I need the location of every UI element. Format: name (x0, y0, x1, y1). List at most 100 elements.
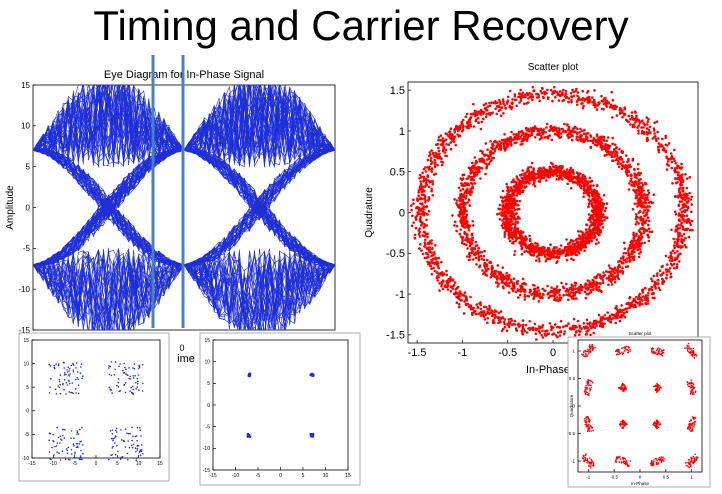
scatter-point (684, 236, 687, 240)
scatter-point (505, 229, 508, 233)
scatter-point (591, 139, 595, 142)
scatter-point (414, 226, 418, 230)
scatter-point (562, 293, 565, 297)
qpsk-noisy-point (77, 378, 79, 381)
scatter-point (524, 172, 527, 175)
scatter-point (533, 322, 537, 326)
scatter-point (519, 324, 522, 327)
scatter-point (509, 204, 513, 208)
scatter-point (571, 327, 575, 331)
qpsk-noisy-point (79, 372, 82, 374)
scatter-point (419, 243, 422, 246)
qpsk-noisy-point (80, 366, 82, 368)
scatter-point (643, 206, 646, 209)
scatter-point (461, 173, 465, 177)
scatter-point (505, 271, 509, 275)
scatter-point (586, 322, 589, 325)
scatter-point (533, 173, 536, 177)
qpsk-noisy-point (68, 368, 71, 370)
scatter-point (499, 108, 502, 112)
scatter-point (579, 184, 583, 188)
scatter-point (532, 248, 536, 251)
scatter-point (670, 228, 673, 232)
scatter-point (624, 170, 628, 174)
scatter-point (654, 285, 657, 289)
qpsk-noisy-point (117, 381, 120, 384)
scatter-point (669, 256, 673, 260)
scatter-point (566, 290, 569, 293)
scatter-point (503, 231, 507, 234)
scatter-point (611, 317, 614, 320)
scatter-point (507, 275, 510, 278)
scatter-point (514, 184, 518, 187)
scatter-point (613, 271, 616, 275)
scatter-point (579, 288, 583, 291)
scatter-point (560, 127, 563, 131)
scatter-point (600, 107, 604, 111)
scatter-point (417, 194, 421, 198)
scatter-point (426, 175, 430, 179)
scatter-point (508, 89, 512, 93)
scatter-ylabel: Quadrature (364, 187, 375, 238)
scatter-point (653, 132, 656, 135)
scatter-point (689, 223, 693, 227)
scatter-point (609, 150, 613, 154)
scatter-point (526, 136, 530, 139)
qpsk-noisy-point (76, 376, 78, 379)
scatter-point (518, 174, 522, 177)
scatter-point (633, 303, 637, 307)
scatter-point (631, 159, 635, 162)
scatter-point (524, 177, 528, 180)
scatter-point (600, 290, 603, 294)
qpsk-noisy-point (72, 443, 75, 446)
scatter-point (629, 258, 632, 262)
scatter-point (665, 277, 668, 280)
scatter-point (459, 189, 462, 192)
qpsk-noisy-point (66, 371, 69, 373)
scatter-point (639, 193, 643, 197)
scatter-point (548, 248, 551, 251)
scatter-point (587, 218, 590, 222)
scatter-point (610, 153, 613, 157)
scatter-point (656, 278, 659, 282)
scatter-point (570, 296, 574, 300)
scatter-point (567, 322, 570, 325)
scatter-point (551, 172, 555, 175)
scatter-point (639, 172, 643, 175)
scatter-point (636, 167, 640, 171)
scatter-point (469, 125, 473, 128)
scatter-point (597, 211, 601, 214)
scatter-point (486, 267, 490, 271)
scatter-point (414, 215, 418, 219)
scatter-point (501, 98, 505, 101)
scatter-point (586, 136, 589, 139)
scatter-point (680, 234, 684, 238)
scatter-point (601, 100, 605, 103)
scatter-point (442, 273, 445, 277)
scatter-point (664, 268, 668, 271)
scatter-point (511, 237, 514, 241)
scatter-point (511, 98, 514, 101)
scatter-point (513, 253, 516, 256)
qpsk-noisy-point (77, 371, 79, 373)
scatter-point (543, 169, 546, 173)
scatter-point (657, 150, 661, 154)
scatter-point (521, 91, 525, 95)
scatter-point (473, 247, 476, 250)
scatter-point (411, 214, 414, 218)
qpsk-noisy-point (73, 437, 75, 440)
scatter-point (521, 282, 524, 286)
scatter-point (427, 196, 431, 199)
scatter-point (677, 260, 681, 263)
scatter-point (541, 292, 545, 296)
scatter-point (491, 142, 494, 146)
scatter-point (500, 138, 504, 142)
scatter-point (459, 228, 462, 231)
scatter-point (610, 280, 613, 283)
scatter-point (678, 187, 681, 191)
scatter-point (607, 283, 610, 287)
scatter-point (503, 133, 506, 136)
scatter-point (526, 167, 530, 171)
scatter-point (532, 287, 536, 291)
qpsk-noisy-point (58, 452, 60, 454)
